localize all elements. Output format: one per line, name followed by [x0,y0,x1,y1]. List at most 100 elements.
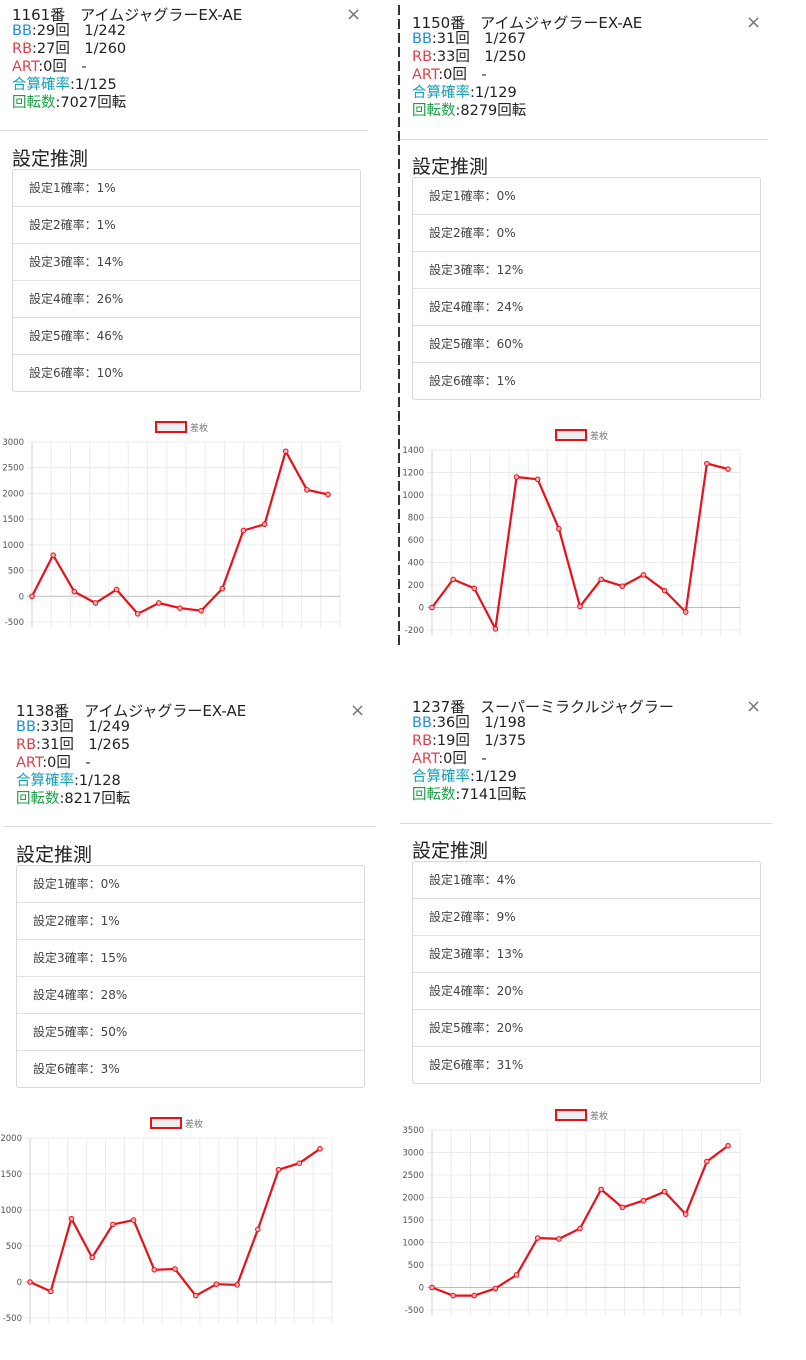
setting-row: 設定1確率：0% [413,178,760,215]
art-value: :0回 - [42,755,91,771]
setting-row: 設定3確率：12% [413,252,760,289]
bb-label: BB [16,719,36,735]
setting-row: 設定4確率：26% [13,281,360,318]
bb-stat: BB:29回 1/242 [12,22,126,40]
y-tick-label: 500 [8,567,24,577]
spin-count-stat: 回転数:8279回転 [412,102,526,120]
data-point [619,583,626,589]
y-tick-label: 400 [408,559,424,569]
setting-row: 設定2確率：0% [413,215,760,252]
art-value: :0回 - [438,67,487,83]
data-point [534,1235,541,1241]
total-prob-stat: 合算確率:1/128 [16,772,121,790]
close-icon[interactable]: × [746,12,762,33]
machine-panel: 1237番 スーパーミラクルジャグラー × BB:36回 1/198 RB:19… [400,696,772,1336]
y-tick-label: 3500 [402,1126,424,1136]
data-point [317,1146,323,1152]
data-point [577,603,583,610]
data-point [29,593,35,600]
art-label: ART [412,67,439,83]
setting-row: 設定3確率：14% [13,244,360,281]
data-point [47,1288,54,1295]
y-tick-label: 200 [408,581,424,591]
y-tick-label: 2500 [2,464,24,474]
spin-count-value: :7027回転 [55,95,127,111]
y-tick-label: 2000 [0,1134,22,1144]
data-point [27,1279,33,1285]
diff-coins-chart: 差枚 2000 1500 1000 500 0 -500 [0,1117,333,1324]
machine-panel: 1138番 アイムジャグラーEX-AE × BB:33回 1/249 RB:31… [0,700,376,1340]
rb-label: RB [12,41,33,57]
total-prob-label: 合算確率 [412,85,470,101]
bb-label: BB [412,715,432,731]
series-line [31,450,329,615]
section-separator [0,130,368,131]
rb-value: :27回 1/260 [32,41,127,57]
data-point [471,585,478,592]
data-point [275,1166,282,1173]
series-line [431,1144,729,1297]
close-icon[interactable]: × [346,4,362,25]
close-icon[interactable]: × [746,696,762,717]
close-icon[interactable]: × [350,700,366,721]
data-point [577,1225,583,1232]
setting-row: 設定5確率：46% [13,318,360,355]
data-point [156,600,162,606]
data-point [429,604,435,611]
data-point [198,607,204,614]
art-stat: ART:0回 - [412,750,487,768]
machine-title: 1237番 スーパーミラクルジャグラー [412,698,674,716]
spin-count-stat: 回転数:7141回転 [412,786,526,804]
setting-row: 設定3確率：13% [413,936,760,973]
data-point [429,1284,435,1291]
chart-legend: 差枚 [555,1109,608,1122]
y-tick-label: 3000 [402,1149,424,1159]
data-point [598,1186,604,1193]
data-point [113,586,120,593]
total-prob-stat: 合算確率:1/125 [12,76,117,94]
rb-label: RB [412,733,433,749]
chart-legend: 差枚 [555,429,608,442]
data-point [640,572,647,578]
machine-title: 1161番 アイムジャグラーEX-AE [12,6,243,24]
art-value: :0回 - [438,751,487,767]
bb-stat: BB:36回 1/198 [412,714,526,732]
rb-value: :33回 1/250 [432,49,527,65]
y-tick-label: -500 [5,618,24,628]
data-point [704,1158,710,1165]
y-tick-label: 500 [408,1261,424,1271]
data-point [92,600,99,606]
data-point [89,1254,95,1261]
data-point [71,588,78,595]
data-point [50,552,56,558]
data-point [492,1285,499,1292]
bb-stat: BB:31回 1/267 [412,30,526,48]
data-point [261,521,268,528]
spin-count-stat: 回転数:8217回転 [16,790,130,808]
legend-swatch [155,421,187,433]
setting-list: 設定1確率：0% 設定2確率：0% 設定3確率：12% 設定4確率：24% 設定… [412,177,761,400]
y-tick-label: 1400 [402,446,424,456]
setting-row: 設定1確率：0% [17,866,364,903]
bb-label: BB [12,23,32,39]
art-stat: ART:0回 - [12,58,87,76]
chart-legend: 差枚 [150,1117,203,1130]
data-point [682,1211,689,1217]
spin-count-stat: 回転数:7027回転 [12,94,126,112]
setting-row: 設定5確率：60% [413,326,760,363]
y-tick-label: -500 [405,1306,424,1316]
legend-label: 差枚 [190,422,208,434]
art-label: ART [16,755,43,771]
data-point [151,1266,158,1273]
total-prob-value: :1/128 [74,773,121,789]
data-point [513,474,520,480]
y-tick-label: -200 [405,626,424,636]
setting-row: 設定6確率：10% [29,366,124,380]
total-prob-label: 合算確率 [12,77,70,93]
setting-row: 設定1確率：4% [413,862,760,899]
data-point [134,610,141,617]
rb-label: RB [412,49,433,65]
setting-row: 設定4確率：20% [413,973,760,1010]
data-point [556,525,562,532]
data-point [704,460,710,467]
